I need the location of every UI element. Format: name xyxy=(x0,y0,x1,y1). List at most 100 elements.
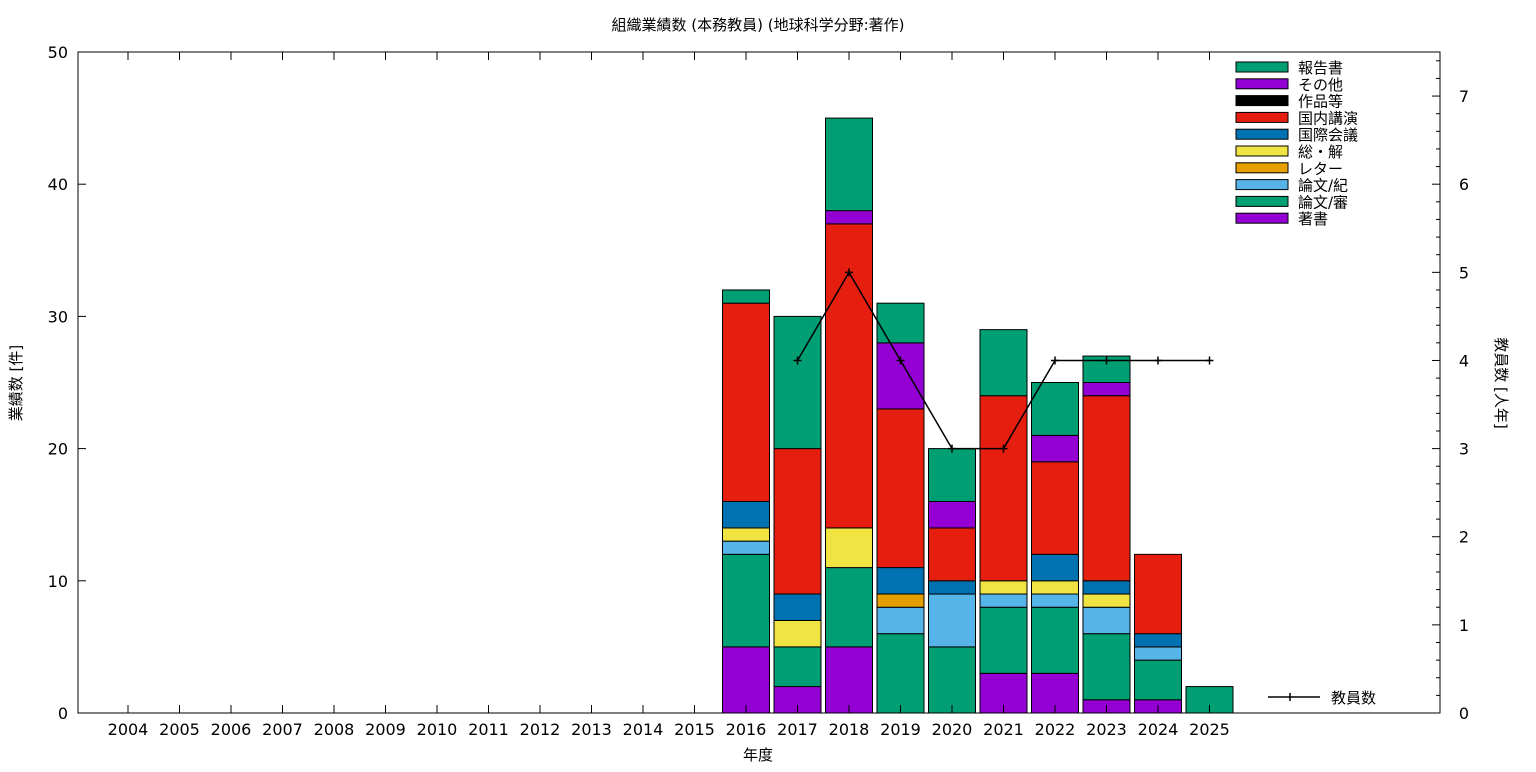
y-tick-label-40: 40 xyxy=(48,175,68,194)
bar-segment-2021-9 xyxy=(979,329,1028,397)
y-tick-label-20: 20 xyxy=(48,440,68,459)
point-marker xyxy=(793,356,802,365)
x-tick-label-2012: 2012 xyxy=(520,720,561,739)
x-tick-label-2009: 2009 xyxy=(365,720,406,739)
bars-group xyxy=(722,117,1234,714)
bar-segment-2022-4 xyxy=(1031,580,1079,595)
bar-segment-2024-6 xyxy=(1134,553,1182,635)
bar-segment-2024-2 xyxy=(1134,646,1182,661)
legend-label-5: 総・解 xyxy=(1298,143,1343,161)
bar-segment-2020-5 xyxy=(928,580,976,595)
legend-swatch-7 xyxy=(1235,179,1289,191)
bar-segment-2016-1 xyxy=(722,553,770,648)
legend-label-4: 国際会議 xyxy=(1298,126,1358,144)
x-tick-label-2021: 2021 xyxy=(983,720,1024,739)
y-axis-label: 業績数 [件] xyxy=(7,345,25,421)
bar-segment-2017-5 xyxy=(773,593,822,621)
y2-tick-label-2: 2 xyxy=(1459,528,1469,547)
legend-label-6: レター xyxy=(1298,160,1343,178)
bar-segment-2017-1 xyxy=(773,646,822,688)
legend-swatch-9 xyxy=(1235,212,1289,224)
bar-segment-2019-8 xyxy=(876,342,925,410)
x-tick-label-2024: 2024 xyxy=(1138,720,1179,739)
bar-segment-2023-1 xyxy=(1082,633,1131,701)
bar-segment-2019-1 xyxy=(876,633,925,714)
y-tick-label-10: 10 xyxy=(48,572,68,591)
bar-segment-2017-4 xyxy=(773,619,822,648)
x-tick-label-2007: 2007 xyxy=(262,720,303,739)
y2-tick-label-5: 5 xyxy=(1459,263,1469,282)
teacher-count-point-2017 xyxy=(793,356,802,365)
legend-label-2: 作品等 xyxy=(1298,93,1343,111)
legend-swatch-0 xyxy=(1235,61,1289,73)
y2-tick-label-0: 0 xyxy=(1459,704,1469,723)
legend-label-8: 論文/審 xyxy=(1298,193,1348,211)
bar-segment-2018-0 xyxy=(825,646,873,714)
bar-segment-2017-6 xyxy=(773,448,822,595)
bar-segment-2024-5 xyxy=(1134,633,1182,648)
point-marker xyxy=(896,356,905,365)
y2-tick-label-4: 4 xyxy=(1459,351,1469,370)
legend-swatch-3 xyxy=(1235,111,1289,123)
bar-segment-2023-2 xyxy=(1082,606,1131,635)
bar-segment-2024-1 xyxy=(1134,659,1182,701)
x-tick-label-2016: 2016 xyxy=(726,720,767,739)
legend-label-7: 論文/紀 xyxy=(1298,177,1348,195)
teacher-count-point-2018 xyxy=(845,268,853,277)
x-tick-label-2005: 2005 xyxy=(159,720,200,739)
x-tick-label-2004: 2004 xyxy=(108,720,149,739)
bar-segment-2021-2 xyxy=(979,593,1028,608)
x-tick-label-2019: 2019 xyxy=(880,720,921,739)
bar-segment-2016-2 xyxy=(722,540,770,555)
x-tick-label-2014: 2014 xyxy=(623,720,664,739)
bar-segment-2020-9 xyxy=(928,448,976,502)
legend-swatch-2 xyxy=(1235,95,1289,107)
bar-segment-2018-4 xyxy=(825,527,873,569)
bar-segment-2016-5 xyxy=(722,500,770,529)
bar-segment-2016-9 xyxy=(722,289,770,304)
y-tick-label-50: 50 xyxy=(48,43,68,62)
bar-segment-2021-4 xyxy=(979,580,1028,595)
bar-segment-2018-9 xyxy=(825,117,873,212)
point-marker xyxy=(948,444,956,453)
bar-segment-2019-2 xyxy=(876,606,925,635)
line-group xyxy=(793,268,1214,453)
x-tick-label-2013: 2013 xyxy=(571,720,612,739)
bar-segment-2019-9 xyxy=(876,302,925,344)
bar-segment-2019-6 xyxy=(876,408,925,569)
x-tick-label-2010: 2010 xyxy=(417,720,458,739)
legend-swatch-5 xyxy=(1235,145,1289,157)
y2-tick-label-7: 7 xyxy=(1459,87,1469,106)
point-marker xyxy=(1102,356,1111,365)
bar-segment-2022-6 xyxy=(1031,461,1079,555)
bar-segment-2016-6 xyxy=(722,302,770,502)
x-tick-label-2023: 2023 xyxy=(1086,720,1127,739)
bar-segment-2021-1 xyxy=(979,606,1028,674)
x-tick-label-2025: 2025 xyxy=(1189,720,1230,739)
bar-segment-2020-1 xyxy=(928,646,976,714)
bar-segment-2018-1 xyxy=(825,567,873,648)
bar-segment-2022-2 xyxy=(1031,593,1079,608)
legend-label-0: 報告書 xyxy=(1298,59,1343,77)
bar-segment-2019-3 xyxy=(876,593,925,608)
legend-swatch-4 xyxy=(1235,128,1289,140)
teacher-count-point-2024 xyxy=(1154,356,1162,365)
bar-segment-2016-0 xyxy=(722,646,770,714)
bar-segment-2022-5 xyxy=(1031,553,1079,582)
legend-label-line: 教員数 xyxy=(1331,689,1376,707)
y2-axis-label: 教員数 [人年] xyxy=(1492,337,1510,428)
teacher-count-point-2020 xyxy=(948,444,956,453)
x-tick-label-2011: 2011 xyxy=(468,720,509,739)
bar-segment-2020-2 xyxy=(928,593,976,648)
bar-segment-2023-8 xyxy=(1082,382,1131,397)
point-marker xyxy=(845,268,853,277)
legend-label-9: 著書 xyxy=(1298,210,1328,228)
bar-segment-2023-5 xyxy=(1082,580,1131,595)
x-tick-label-2017: 2017 xyxy=(777,720,818,739)
legend-swatch-8 xyxy=(1235,195,1289,207)
bar-segment-2023-4 xyxy=(1082,593,1131,608)
y-tick-label-0: 0 xyxy=(58,704,68,723)
